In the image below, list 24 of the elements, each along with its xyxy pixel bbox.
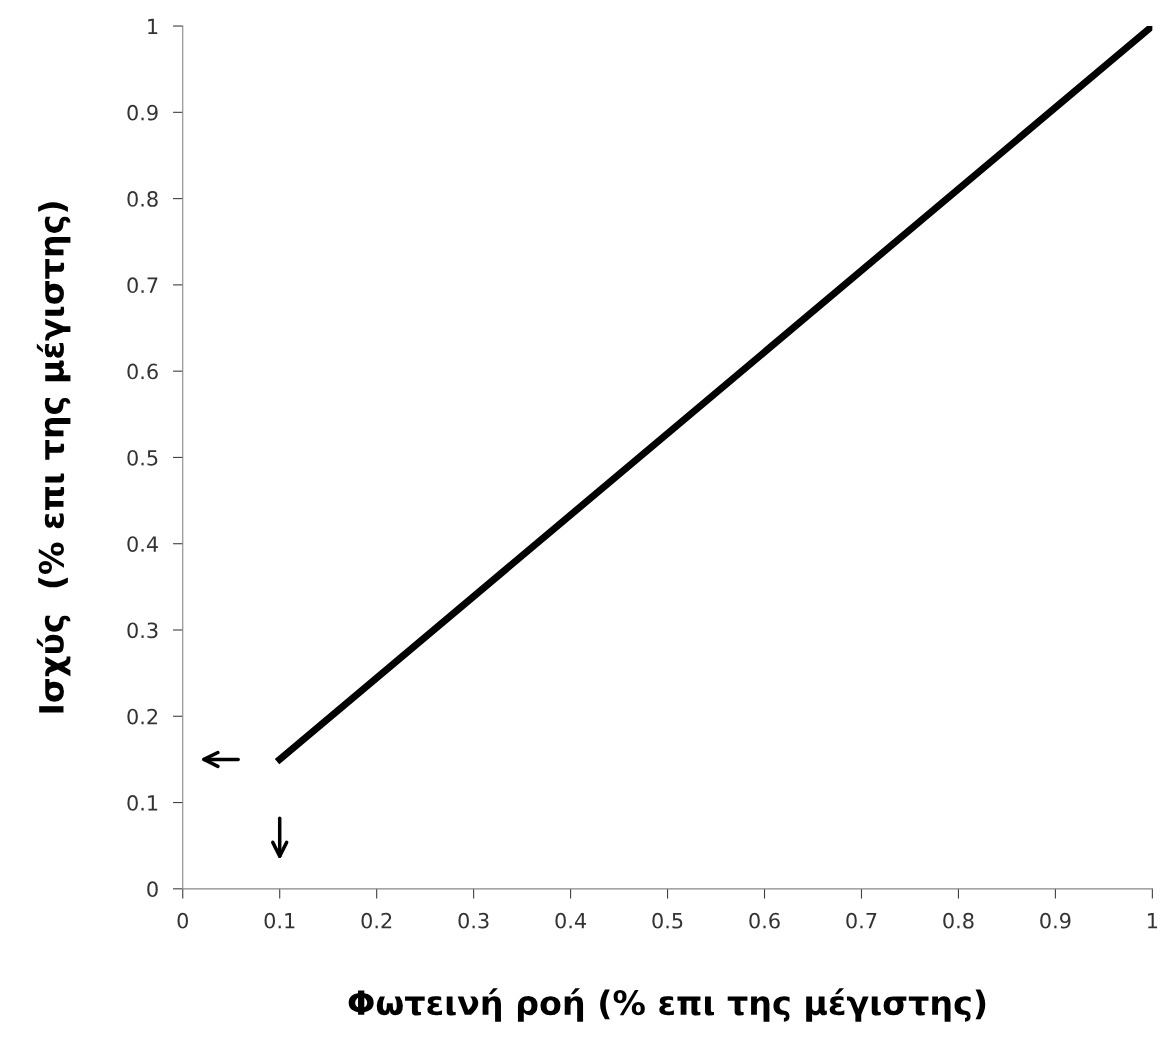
y-tick-label: 0.3	[127, 622, 158, 639]
y-axis-title: Ισχύς (% επι της μέγιστης)	[36, 202, 71, 713]
x-tick-label: 0.3	[458, 912, 489, 929]
x-tick-label: 0.2	[361, 912, 392, 929]
x-tick-label: 0.9	[1040, 912, 1071, 929]
x-tick-label: 0.7	[846, 912, 877, 929]
x-tick-label: 1	[1148, 913, 1158, 929]
x-axis-title: Φωτεινή ροή (% επι της μέγιστης)	[348, 988, 986, 1022]
y-tick-label: 0.8	[127, 191, 158, 207]
y-tick-label: 1	[148, 18, 158, 34]
y-tick-label: 0.5	[127, 449, 158, 466]
x-tick-label: 0.5	[652, 912, 683, 929]
y-tick-label: 0.6	[127, 363, 158, 380]
x-tick-label: 0.4	[555, 912, 586, 929]
y-tick-label: 0.9	[127, 104, 158, 121]
y-tick-label: 0	[147, 881, 158, 898]
x-tick-label: 0	[177, 912, 188, 929]
x-tick-label: 0.8	[943, 912, 974, 929]
x-tick-label: 0.1	[264, 912, 295, 929]
x-tick-label: 0.6	[749, 912, 780, 929]
y-tick-label: 0.1	[127, 795, 158, 811]
y-tick-label: 0.4	[127, 536, 158, 552]
y-tick-label: 0.7	[127, 277, 158, 294]
y-tick-label: 0.2	[127, 708, 158, 725]
